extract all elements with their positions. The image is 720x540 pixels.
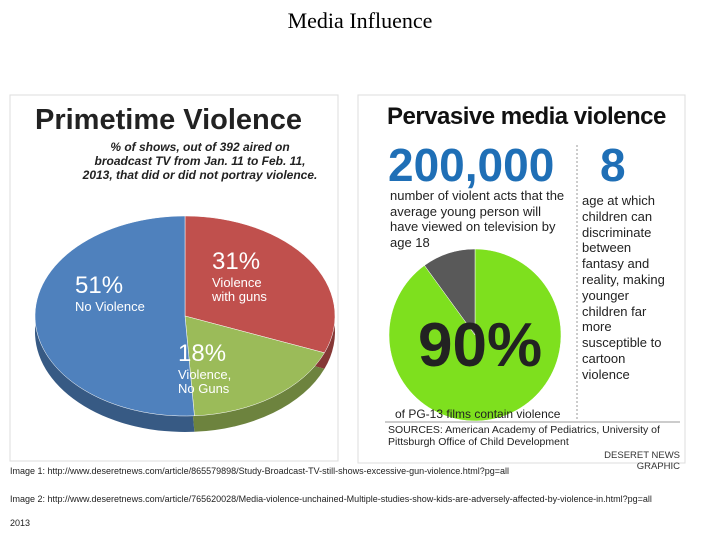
slice: [424, 248, 476, 336]
stat-value: 8: [600, 139, 626, 191]
caption: 2013: [10, 518, 31, 528]
slide-title: Media Influence: [287, 8, 433, 33]
credit: DESERET NEWS GRAPHIC: [604, 450, 680, 472]
value-label: 90%: [418, 311, 543, 380]
category-label: No Violence: [75, 299, 145, 314]
slice: [184, 315, 325, 417]
value-label: 31%: [212, 248, 261, 275]
slice: [184, 215, 336, 354]
slice: [34, 215, 195, 417]
chart-subtitle: % of shows, out of 392 aired on broadcas…: [82, 140, 318, 182]
chart-title: Primetime Violence: [35, 104, 303, 136]
stat-text: age at which children can discriminate b…: [582, 193, 665, 382]
stat-value: 200,000: [388, 139, 555, 191]
stat-text: number of violent acts that the average …: [390, 188, 565, 250]
caption: Image 2: http://www.deseretnews.com/arti…: [10, 494, 652, 504]
sources: SOURCES: American Academy of Pediatrics,…: [388, 424, 660, 448]
annotation: of PG-13 films contain violence: [395, 407, 561, 421]
chart-title: Pervasive media violence: [387, 103, 666, 130]
value-label: 51%: [75, 272, 124, 299]
category-label: Violence with guns: [212, 275, 267, 304]
category-label: Violence, No Guns: [178, 367, 232, 396]
value-label: 18%: [178, 340, 227, 367]
caption: Image 1: http://www.deseretnews.com/arti…: [10, 466, 509, 476]
